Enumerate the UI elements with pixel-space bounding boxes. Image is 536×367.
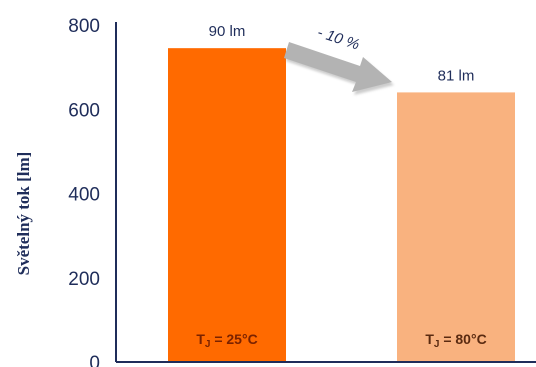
bar-1-temperature-label: TJ = 25°C xyxy=(196,331,257,350)
y-axis-title: Světelný tok [lm] xyxy=(14,152,33,276)
decrease-arrow-icon xyxy=(284,42,392,92)
y-tick-label-400: 400 xyxy=(68,185,100,206)
axes-group xyxy=(115,22,536,363)
y-axis-title-group: Světelný tok [lm] xyxy=(14,152,33,276)
decrease-arrow-group: - 10 % xyxy=(284,24,394,95)
bar-2 xyxy=(397,92,515,363)
bar-2-value-label: 81 lm xyxy=(438,67,475,84)
decrease-percent-label: - 10 % xyxy=(315,24,361,54)
y-tick-label-800: 800 xyxy=(68,16,100,37)
y-tick-label-600: 600 xyxy=(68,100,100,121)
y-tick-label-200: 200 xyxy=(68,269,100,290)
bar-2-temperature-label: TJ = 80°C xyxy=(425,331,486,350)
bar-1-value-label: 90 lm xyxy=(209,23,246,40)
y-axis-ticks: 0 200 400 600 800 xyxy=(68,16,100,367)
bars-group: 90 lm TJ = 25°C 81 lm TJ = 80°C xyxy=(168,23,515,363)
y-tick-label-0: 0 xyxy=(89,353,100,367)
bar-1 xyxy=(168,48,286,362)
